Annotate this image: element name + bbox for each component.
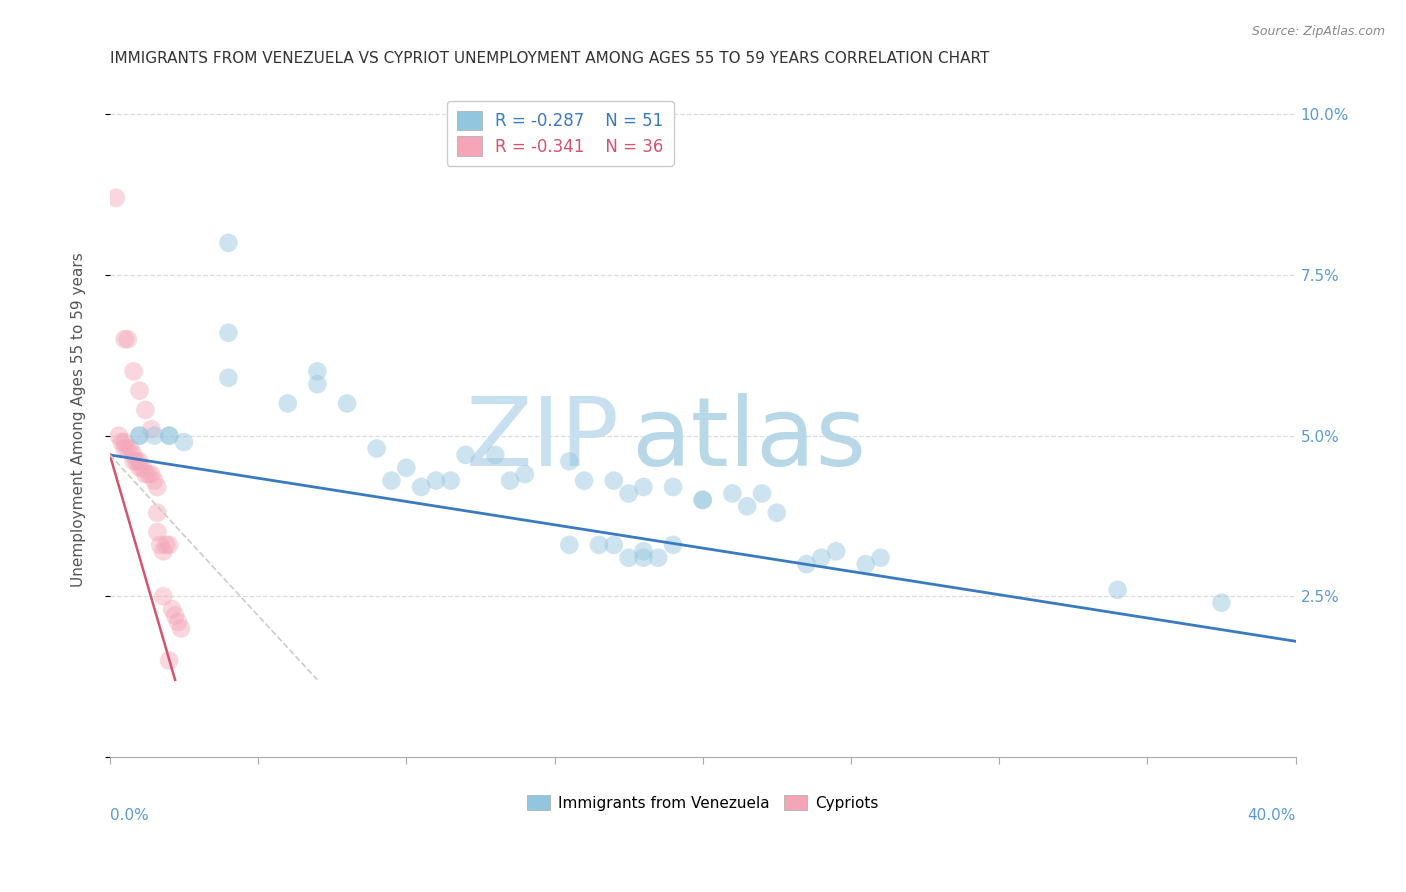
Point [513,467,536,482]
Point [588,538,610,552]
Point [662,538,685,552]
Point [796,557,818,571]
Point [380,474,402,488]
Point [134,467,156,482]
Point [425,474,447,488]
Point [128,460,150,475]
Point [454,448,477,462]
Point [603,474,626,488]
Point [217,371,239,385]
Point [855,557,877,571]
Point [170,622,193,636]
Point [134,403,156,417]
Point [122,448,145,462]
Point [1107,582,1129,597]
Text: Source: ZipAtlas.com: Source: ZipAtlas.com [1251,25,1385,38]
Point [692,492,714,507]
Point [484,448,506,462]
Point [692,492,714,507]
Point [160,602,183,616]
Point [128,384,150,398]
Point [633,550,655,565]
Point [810,550,832,565]
Point [395,460,418,475]
Point [125,454,148,468]
Text: ZIP: ZIP [465,393,620,486]
Point [662,480,685,494]
Point [633,480,655,494]
Point [165,608,187,623]
Point [152,589,174,603]
Point [143,474,166,488]
Point [167,615,190,629]
Point [146,524,169,539]
Point [440,474,463,488]
Point [721,486,744,500]
Point [143,428,166,442]
Point [157,538,180,552]
Point [146,506,169,520]
Point [131,460,153,475]
Point [633,544,655,558]
Text: 40.0%: 40.0% [1247,807,1295,822]
Point [114,442,136,456]
Point [120,442,142,456]
Text: IMMIGRANTS FROM VENEZUELA VS CYPRIOT UNEMPLOYMENT AMONG AGES 55 TO 59 YEARS CORR: IMMIGRANTS FROM VENEZUELA VS CYPRIOT UNE… [110,51,990,66]
Point [1211,596,1233,610]
Point [617,550,640,565]
Point [111,435,134,450]
Point [277,396,299,410]
Point [766,506,789,520]
Point [647,550,669,565]
Point [173,435,195,450]
Point [157,428,180,442]
Point [152,544,174,558]
Point [603,538,626,552]
Point [128,428,150,442]
Point [499,474,522,488]
Point [141,467,163,482]
Point [336,396,359,410]
Point [114,435,136,450]
Legend: Immigrants from Venezuela, Cypriots: Immigrants from Venezuela, Cypriots [520,789,884,817]
Point [869,550,891,565]
Point [114,332,136,346]
Point [157,428,180,442]
Point [107,428,129,442]
Point [146,480,169,494]
Point [104,191,127,205]
Point [149,538,172,552]
Point [138,467,160,482]
Point [217,326,239,340]
Point [117,442,139,456]
Point [122,454,145,468]
Point [128,454,150,468]
Point [751,486,773,500]
Point [411,480,433,494]
Point [558,538,581,552]
Point [558,454,581,468]
Text: 0.0%: 0.0% [110,807,149,822]
Point [128,428,150,442]
Point [155,538,177,552]
Point [141,422,163,436]
Point [617,486,640,500]
Point [157,654,180,668]
Point [572,474,595,488]
Point [558,127,581,141]
Text: atlas: atlas [631,393,866,486]
Point [307,377,329,392]
Point [735,500,758,514]
Y-axis label: Unemployment Among Ages 55 to 59 years: Unemployment Among Ages 55 to 59 years [72,252,86,587]
Point [122,364,145,378]
Point [217,235,239,250]
Point [825,544,848,558]
Point [117,332,139,346]
Point [307,364,329,378]
Point [366,442,388,456]
